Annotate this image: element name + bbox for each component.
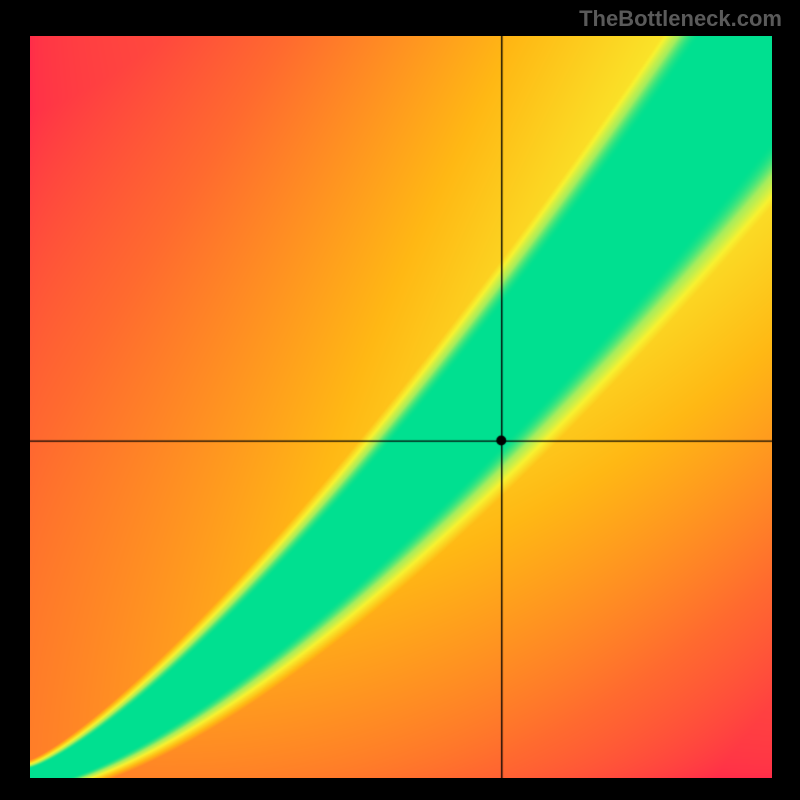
chart-container: TheBottleneck.com — [0, 0, 800, 800]
bottleneck-heatmap — [30, 36, 772, 778]
watermark-text: TheBottleneck.com — [579, 6, 782, 32]
